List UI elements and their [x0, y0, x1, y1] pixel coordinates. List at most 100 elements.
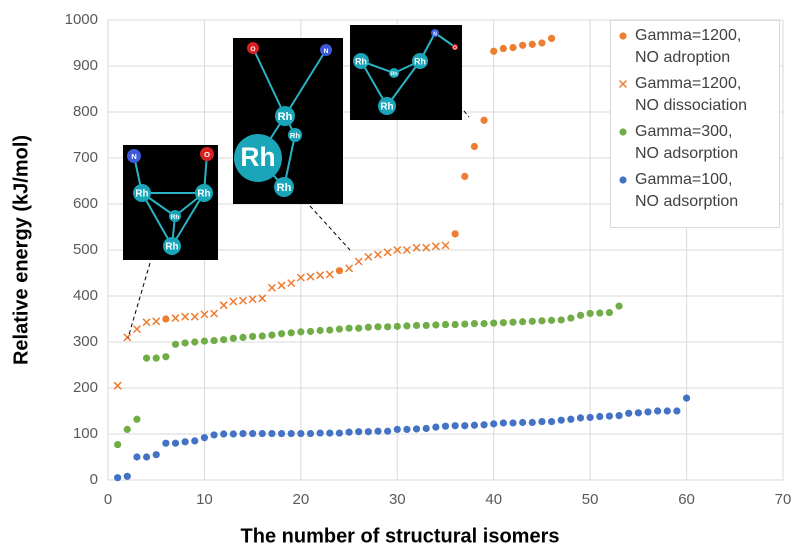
- point: [500, 45, 507, 52]
- point: [452, 422, 459, 429]
- legend-marker: [617, 78, 629, 90]
- point: [620, 81, 627, 88]
- y-tick-label: 500: [73, 241, 98, 258]
- y-tick-label: 200: [73, 379, 98, 396]
- y-tick-label: 100: [73, 425, 98, 442]
- y-tick-label: 700: [73, 149, 98, 166]
- point: [220, 430, 227, 437]
- point: [596, 309, 603, 316]
- point: [326, 271, 333, 278]
- point: [172, 341, 179, 348]
- point: [490, 420, 497, 427]
- atom-label: Rh: [290, 131, 301, 140]
- point: [461, 173, 468, 180]
- point: [480, 117, 487, 124]
- point: [615, 303, 622, 310]
- point: [644, 408, 651, 415]
- point: [307, 430, 314, 437]
- point: [432, 243, 439, 250]
- atom-label: Rh: [355, 56, 367, 66]
- atom-label: Rh: [240, 142, 275, 172]
- legend-entry: Gamma=300, NO adsorption: [617, 121, 779, 165]
- point: [278, 330, 285, 337]
- atom-label: Rh: [171, 214, 180, 221]
- point: [317, 429, 324, 436]
- point: [239, 334, 246, 341]
- legend-label: Gamma=100, NO adsorption: [635, 169, 738, 213]
- point: [153, 355, 160, 362]
- point: [355, 325, 362, 332]
- point: [249, 333, 256, 340]
- point: [384, 428, 391, 435]
- point: [558, 417, 565, 424]
- point: [635, 409, 642, 416]
- point: [162, 440, 169, 447]
- point: [519, 42, 526, 49]
- point: [336, 267, 343, 274]
- point: [153, 318, 160, 325]
- point: [211, 310, 218, 317]
- point: [509, 44, 516, 51]
- point: [297, 430, 304, 437]
- point: [375, 251, 382, 258]
- y-tick-label: 600: [73, 195, 98, 212]
- legend-marker: [617, 126, 629, 138]
- point: [548, 35, 555, 42]
- point: [336, 326, 343, 333]
- point: [606, 412, 613, 419]
- point: [471, 143, 478, 150]
- point: [490, 320, 497, 327]
- point: [529, 318, 536, 325]
- point: [133, 453, 140, 460]
- point: [374, 428, 381, 435]
- point: [182, 339, 189, 346]
- point: [683, 395, 690, 402]
- point: [153, 451, 160, 458]
- point: [619, 176, 626, 183]
- point: [548, 418, 555, 425]
- point: [596, 413, 603, 420]
- point: [220, 302, 227, 309]
- atom-label: Rh: [278, 111, 293, 123]
- point: [538, 317, 545, 324]
- point: [365, 324, 372, 331]
- point: [239, 430, 246, 437]
- legend-label: Gamma=300, NO adsorption: [635, 121, 738, 165]
- legend-label: Gamma=1200, NO dissociation: [635, 73, 747, 117]
- point: [567, 314, 574, 321]
- y-tick-label: 300: [73, 333, 98, 350]
- point: [509, 319, 516, 326]
- legend-entry: Gamma=100, NO adsorption: [617, 169, 779, 213]
- point: [191, 313, 198, 320]
- leader-line: [310, 206, 350, 250]
- point: [577, 312, 584, 319]
- point: [240, 297, 247, 304]
- point: [587, 310, 594, 317]
- point: [529, 41, 536, 48]
- point: [230, 430, 237, 437]
- atom-label: N: [131, 152, 137, 161]
- point: [201, 434, 208, 441]
- point: [133, 326, 140, 333]
- point: [519, 419, 526, 426]
- point: [133, 416, 140, 423]
- point: [664, 407, 671, 414]
- atom-label: Rh: [390, 71, 398, 77]
- point: [673, 407, 680, 414]
- point: [619, 128, 626, 135]
- atom-label: Rh: [380, 102, 393, 113]
- point: [490, 48, 497, 55]
- point: [384, 323, 391, 330]
- point: [259, 430, 266, 437]
- point: [567, 416, 574, 423]
- point: [461, 422, 468, 429]
- point: [278, 282, 285, 289]
- atom-label: Rh: [135, 189, 148, 200]
- point: [191, 338, 198, 345]
- point: [326, 326, 333, 333]
- point: [615, 412, 622, 419]
- point: [548, 317, 555, 324]
- point: [201, 337, 208, 344]
- atom-label: O: [453, 45, 457, 51]
- point: [432, 321, 439, 328]
